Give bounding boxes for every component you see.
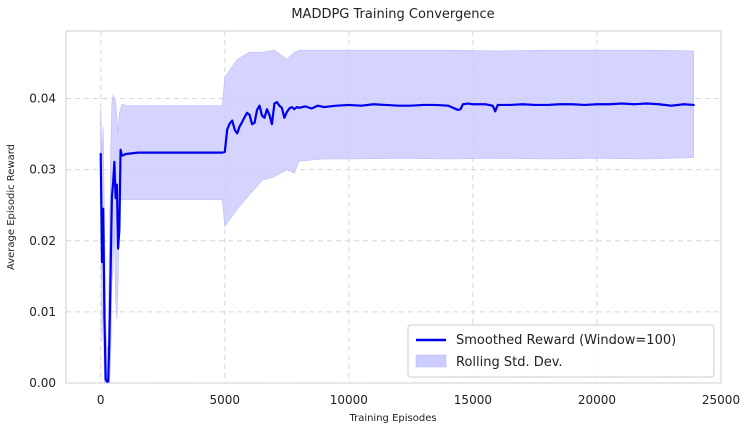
x-tick-label: 15000 [454, 393, 492, 407]
x-tick-label: 25000 [702, 393, 740, 407]
rolling-std-band [100, 49, 695, 384]
legend: Smoothed Reward (Window=100) Rolling Std… [407, 324, 715, 378]
x-tick-label: 20000 [578, 393, 616, 407]
y-axis-ticks: 0.00 0.01 0.02 0.03 0.04 [29, 92, 56, 390]
reward-line-layer [99, 101, 695, 383]
legend-label-rolling-std: Rolling Std. Dev. [456, 355, 563, 370]
x-tick-label: 5000 [210, 393, 241, 407]
y-tick-label: 0.02 [29, 234, 56, 248]
std-dev-band-layer [100, 49, 695, 384]
y-axis-label: Average Episodic Reward [6, 144, 17, 270]
x-axis-ticks: 0 5000 10000 15000 20000 25000 [97, 393, 740, 407]
y-tick-label: 0.01 [29, 305, 56, 319]
x-tick-label: 10000 [330, 393, 368, 407]
plot-area [65, 30, 722, 384]
y-tick-label: 0.04 [29, 92, 56, 106]
y-tick-label: 0.00 [29, 376, 56, 390]
x-tick-label: 0 [97, 393, 105, 407]
y-tick-label: 0.03 [29, 163, 56, 177]
smoothed-reward-line [99, 101, 695, 383]
legend-label-smoothed-reward: Smoothed Reward (Window=100) [456, 333, 676, 348]
chart-title: MADDPG Training Convergence [291, 7, 494, 22]
legend-band-swatch [415, 354, 447, 368]
legend-box [407, 324, 715, 378]
x-axis-label: Training Episodes [348, 413, 436, 424]
